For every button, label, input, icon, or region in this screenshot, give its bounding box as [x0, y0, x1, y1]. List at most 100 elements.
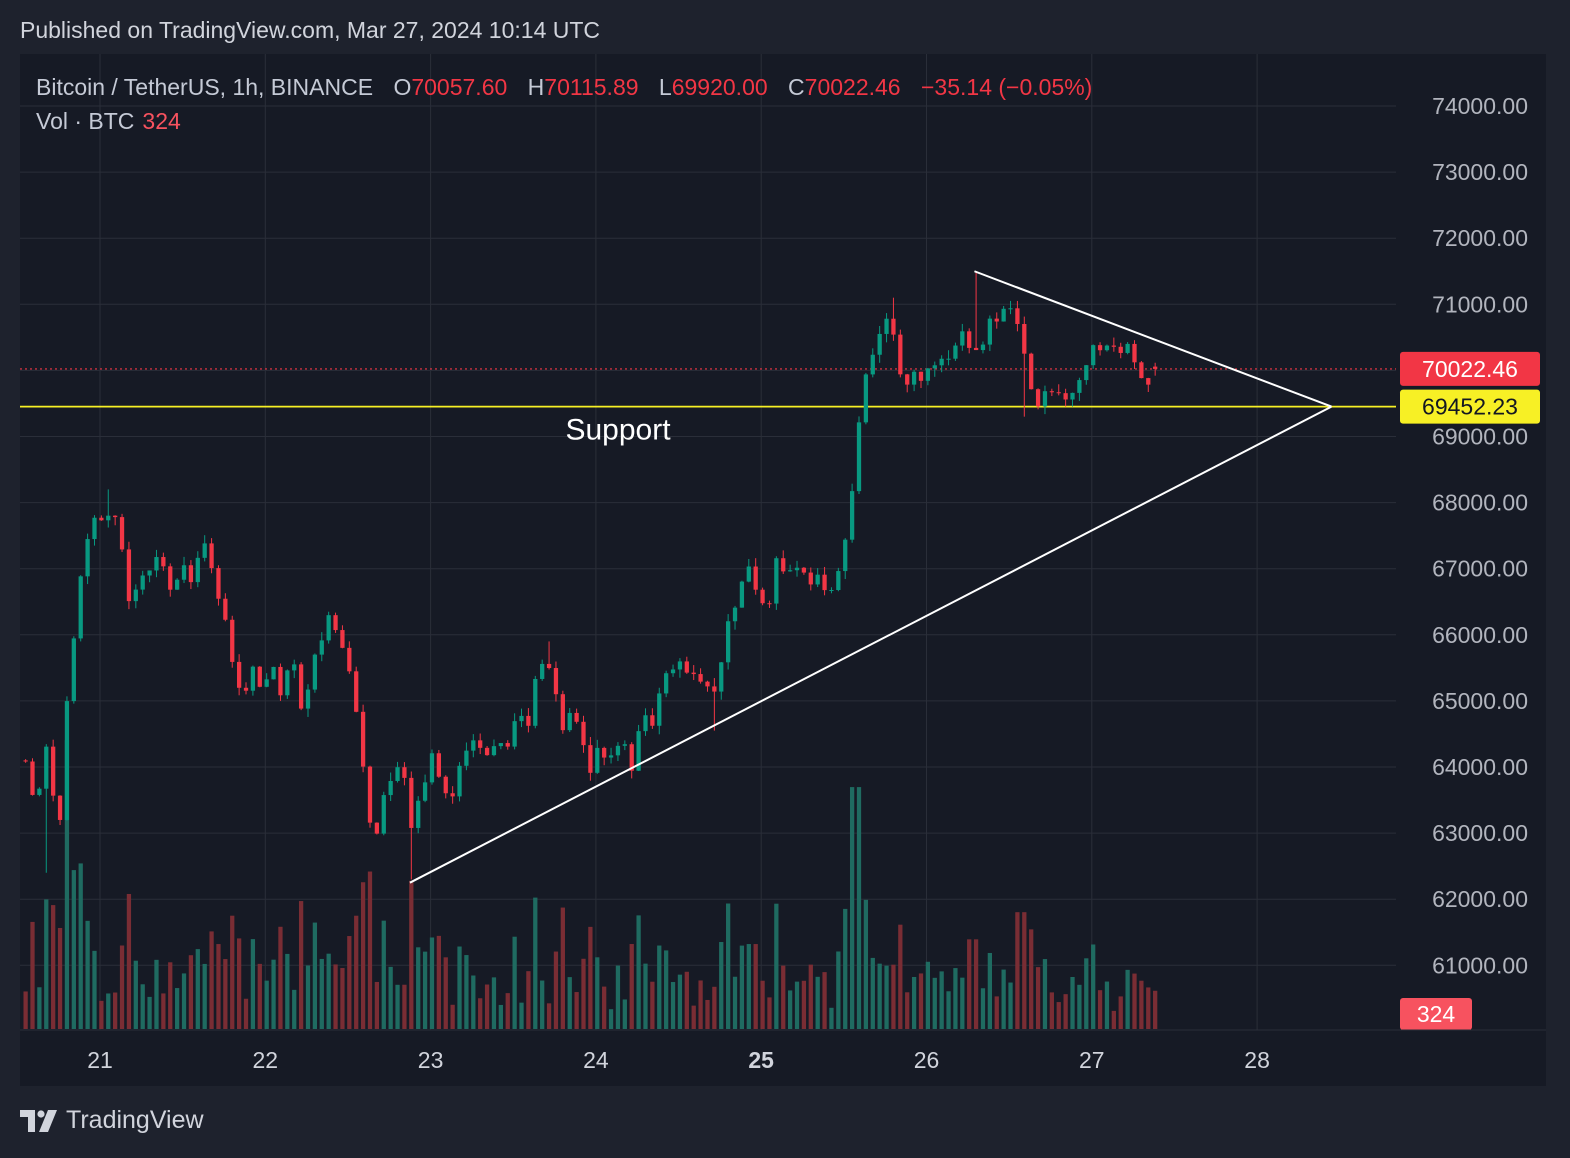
tradingview-footer[interactable]: TradingView [20, 1106, 204, 1135]
volume-bar [726, 903, 731, 1029]
y-tick-label: 65000.00 [1432, 688, 1528, 714]
trendlines[interactable] [409, 270, 1332, 884]
candlestick-chart[interactable]: Support 74000.00 73000.00 72000.00 71000.00… [20, 54, 1546, 1086]
symbol-label[interactable]: Bitcoin / TetherUS, 1h, BINANCE [36, 74, 374, 100]
candle-body [347, 647, 352, 672]
volume-bar [209, 931, 214, 1029]
candle-body [512, 721, 517, 747]
y-tick-label: 69000.00 [1432, 424, 1528, 450]
candle-body [836, 571, 841, 591]
volume-bar [381, 920, 386, 1029]
candle-body [918, 371, 924, 381]
volume-bar [374, 981, 380, 1029]
candle-body [57, 795, 63, 820]
volume-bar [1097, 990, 1103, 1029]
candle-body [388, 780, 393, 796]
candle-body [533, 678, 538, 726]
candle-body [643, 715, 648, 732]
candle-body [588, 745, 593, 773]
volume-bar [891, 964, 896, 1029]
candle-body [37, 788, 42, 795]
candle-body [787, 570, 793, 572]
volume-bar [939, 971, 944, 1029]
volume-bar [1035, 967, 1041, 1029]
volume-bar [774, 903, 779, 1029]
x-tick-label: 22 [253, 1047, 279, 1073]
candle-body [650, 715, 655, 726]
candle-body [705, 681, 710, 687]
candle-body [781, 558, 786, 572]
candle-body [719, 662, 724, 692]
volume-bar [168, 962, 173, 1029]
candle-body [85, 539, 90, 577]
volume-bar [905, 992, 910, 1029]
candle-body [629, 744, 634, 771]
candle-body [891, 318, 896, 335]
volume-bar [843, 908, 848, 1029]
candle-body [491, 746, 497, 756]
candle-body [774, 558, 779, 604]
volume-bar [1022, 912, 1027, 1029]
candle-body [354, 671, 359, 712]
candle-body [202, 543, 207, 558]
volume-bar [650, 981, 655, 1029]
volume-bar [856, 787, 862, 1029]
open-label: O [393, 74, 412, 100]
candle-body [1084, 365, 1089, 381]
candle-body [1125, 343, 1130, 353]
volume-bar [602, 986, 607, 1029]
chart-area[interactable]: Support 74000.00 73000.00 72000.00 71000.00… [20, 54, 1546, 1086]
volume-bar [636, 915, 641, 1029]
axes: 74000.0073000.0072000.0071000.0070000.00… [20, 93, 1546, 1073]
x-tick-label: 28 [1244, 1047, 1270, 1073]
candle-body [374, 822, 380, 834]
trendline-ascending[interactable] [409, 405, 1332, 884]
y-tick-label: 73000.00 [1432, 159, 1528, 185]
candle-body [870, 354, 875, 375]
volume-bar [64, 740, 70, 1029]
volume-bar [188, 955, 194, 1029]
y-tick-label: 74000.00 [1432, 93, 1528, 119]
low-label: L [658, 74, 672, 100]
candle-body [278, 666, 283, 696]
candle-body [30, 761, 35, 795]
volume-bar [161, 993, 166, 1029]
published-header: Published on TradingView.com, Mar 27, 20… [20, 17, 601, 43]
candle-body [1077, 380, 1082, 393]
candle-body [381, 795, 386, 834]
volume-bar [540, 980, 545, 1029]
candle-body [464, 750, 469, 766]
volume-bar [1118, 996, 1123, 1029]
volume-bar [980, 988, 986, 1029]
volume-bar [30, 921, 35, 1029]
volume-bar [870, 957, 875, 1029]
candle-body [801, 567, 807, 573]
volume-bar [863, 899, 869, 1029]
volume-bar [230, 915, 235, 1029]
volume-bar [243, 998, 249, 1029]
candle-body [1146, 378, 1151, 385]
candle-body [429, 753, 435, 783]
volume-bar [546, 1003, 552, 1029]
candle-body [829, 590, 834, 592]
volume-bar [808, 964, 813, 1029]
candle-body [1104, 345, 1110, 351]
high-value: 70115.89 [544, 74, 639, 100]
x-tick-label: 24 [583, 1047, 609, 1073]
candle-body [898, 334, 903, 375]
candle-body [856, 422, 862, 492]
candle-body [1111, 345, 1116, 347]
volume-bar [1132, 973, 1137, 1029]
last-price-tag [1400, 351, 1540, 386]
volume-bar [712, 986, 717, 1029]
volume-bar [271, 959, 276, 1029]
volume-label[interactable]: Vol · BTC [36, 108, 135, 134]
candle-body [402, 767, 407, 778]
volume-bar [154, 959, 159, 1029]
trendline-descending[interactable] [974, 270, 1332, 408]
candle-body [946, 358, 951, 360]
candle-body [119, 517, 125, 550]
volume-bar [664, 950, 669, 1029]
candle-body [684, 661, 689, 673]
volume-bar [126, 893, 132, 1029]
